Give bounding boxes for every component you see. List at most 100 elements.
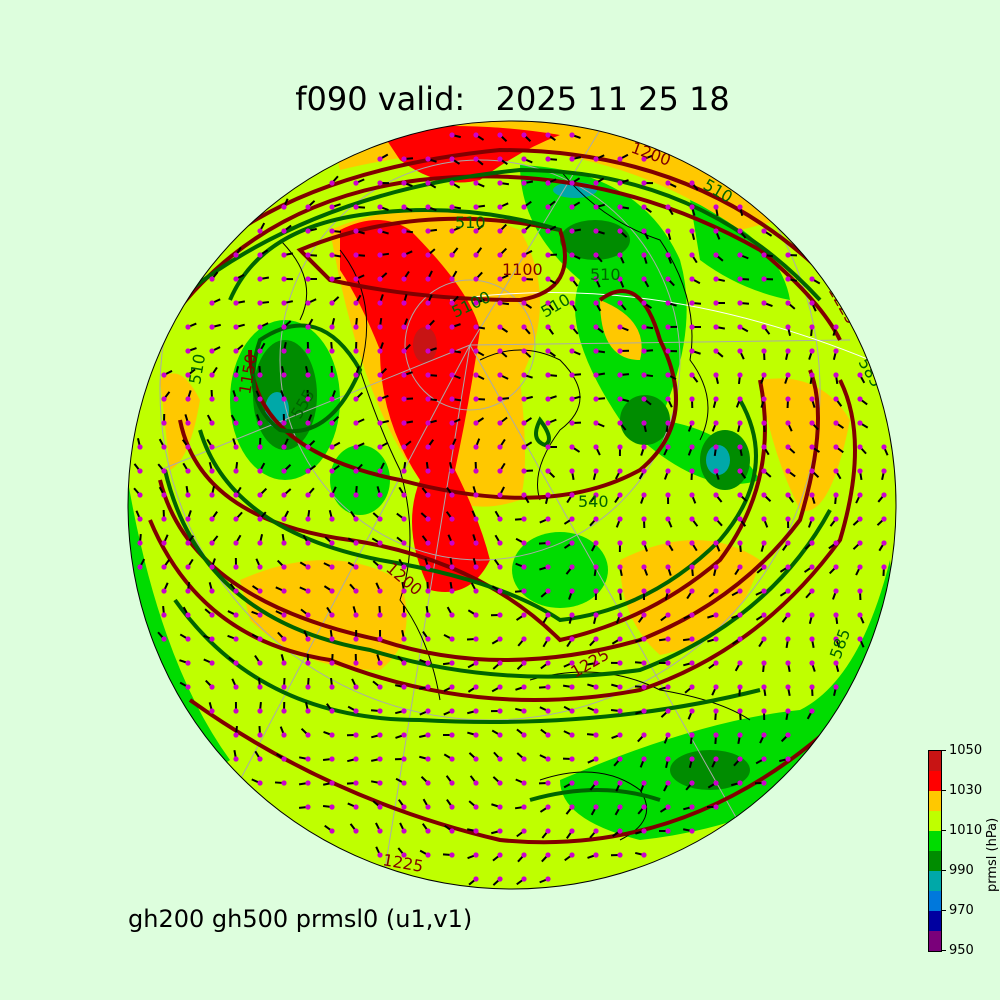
- wind-station-dot: [545, 828, 551, 834]
- wind-station-dot: [521, 204, 527, 210]
- wind-station-dot: [401, 300, 407, 306]
- wind-station-dot: [569, 156, 575, 162]
- wind-station-dot: [161, 396, 167, 402]
- wind-station-dot: [401, 756, 407, 762]
- wind-station-dot: [689, 444, 695, 450]
- wind-station-dot: [497, 732, 503, 738]
- wind-station-dot: [761, 516, 767, 522]
- wind-station-dot: [833, 684, 839, 690]
- wind-station-dot: [785, 444, 791, 450]
- colorbar-segment: [929, 911, 941, 931]
- wind-station-dot: [257, 276, 263, 282]
- wind-station-dot: [353, 252, 359, 258]
- wind-station-dot: [737, 276, 743, 282]
- wind-station-dot: [689, 300, 695, 306]
- wind-station-dot: [257, 564, 263, 570]
- wind-station-dot: [593, 372, 599, 378]
- wind-station-dot: [785, 732, 791, 738]
- wind-station-dot: [377, 588, 383, 594]
- wind-station-dot: [185, 540, 191, 546]
- wind-station-dot: [257, 252, 263, 258]
- wind-station-dot: [689, 660, 695, 666]
- wind-station-dot: [761, 588, 767, 594]
- wind-station-dot: [593, 348, 599, 354]
- wind-station-dot: [281, 684, 287, 690]
- wind-station-dot: [545, 564, 551, 570]
- wind-station-dot: [689, 420, 695, 426]
- wind-station-dot: [569, 516, 575, 522]
- wind-station-dot: [401, 420, 407, 426]
- wind-station-dot: [545, 708, 551, 714]
- wind-station-dot: [449, 180, 455, 186]
- wind-barbs: [133, 132, 889, 886]
- wind-station-dot: [737, 204, 743, 210]
- wind-station-dot: [161, 444, 167, 450]
- wind-station-dot: [185, 468, 191, 474]
- wind-station-dot: [281, 636, 287, 642]
- wind-station-dot: [353, 420, 359, 426]
- wind-station-dot: [689, 204, 695, 210]
- wind-station-dot: [521, 444, 527, 450]
- wind-station-dot: [473, 492, 479, 498]
- wind-station-dot: [497, 348, 503, 354]
- colorbar-segment: [929, 931, 941, 951]
- wind-station-dot: [569, 396, 575, 402]
- wind-station-dot: [377, 180, 383, 186]
- wind-station-dot: [521, 876, 527, 882]
- wind-station-dot: [833, 636, 839, 642]
- colorbar-segment: [929, 891, 941, 911]
- wind-station-dot: [737, 300, 743, 306]
- wind-station-dot: [761, 564, 767, 570]
- wind-station-dot: [665, 636, 671, 642]
- wind-station-dot: [353, 564, 359, 570]
- wind-station-dot: [737, 492, 743, 498]
- wind-station-dot: [497, 708, 503, 714]
- wind-station-dot: [377, 684, 383, 690]
- wind-station-dot: [473, 444, 479, 450]
- wind-station-dot: [665, 540, 671, 546]
- wind-station-dot: [881, 468, 887, 474]
- wind-station-dot: [689, 828, 695, 834]
- wind-station-dot: [593, 612, 599, 618]
- wind-station-dot: [233, 372, 239, 378]
- wind-station-dot: [521, 468, 527, 474]
- wind-station-dot: [257, 348, 263, 354]
- wind-station-dot: [593, 804, 599, 810]
- wind-station-dot: [665, 180, 671, 186]
- wind-station-dot: [305, 348, 311, 354]
- wind-station-dot: [785, 276, 791, 282]
- wind-station-dot: [809, 684, 815, 690]
- wind-station-dot: [689, 732, 695, 738]
- wind-station-dot: [617, 180, 623, 186]
- wind-station-dot: [521, 420, 527, 426]
- wind-station-dot: [305, 684, 311, 690]
- wind-station-dot: [665, 588, 671, 594]
- wind-station-dot: [425, 636, 431, 642]
- wind-station-dot: [377, 708, 383, 714]
- wind-station-dot: [377, 564, 383, 570]
- colorbar-segment: [929, 771, 941, 791]
- wind-station-dot: [281, 396, 287, 402]
- wind-station-dot: [593, 300, 599, 306]
- wind-station-dot: [425, 756, 431, 762]
- wind-station-dot: [521, 804, 527, 810]
- wind-station-dot: [617, 228, 623, 234]
- wind-station-dot: [473, 564, 479, 570]
- wind-station-dot: [353, 588, 359, 594]
- wind-station-dot: [353, 756, 359, 762]
- wind-station-dot: [569, 756, 575, 762]
- wind-station-dot: [857, 396, 863, 402]
- wind-station-dot: [353, 636, 359, 642]
- wind-station-dot: [401, 636, 407, 642]
- wind-station-dot: [665, 468, 671, 474]
- wind-station-dot: [593, 492, 599, 498]
- wind-station-dot: [449, 468, 455, 474]
- wind-station-dot: [449, 564, 455, 570]
- wind-station-dot: [377, 228, 383, 234]
- wind-station-dot: [665, 492, 671, 498]
- wind-station-dot: [281, 660, 287, 666]
- wind-station-dot: [185, 492, 191, 498]
- wind-station-dot: [353, 804, 359, 810]
- wind-station-dot: [185, 324, 191, 330]
- wind-station-dot: [401, 180, 407, 186]
